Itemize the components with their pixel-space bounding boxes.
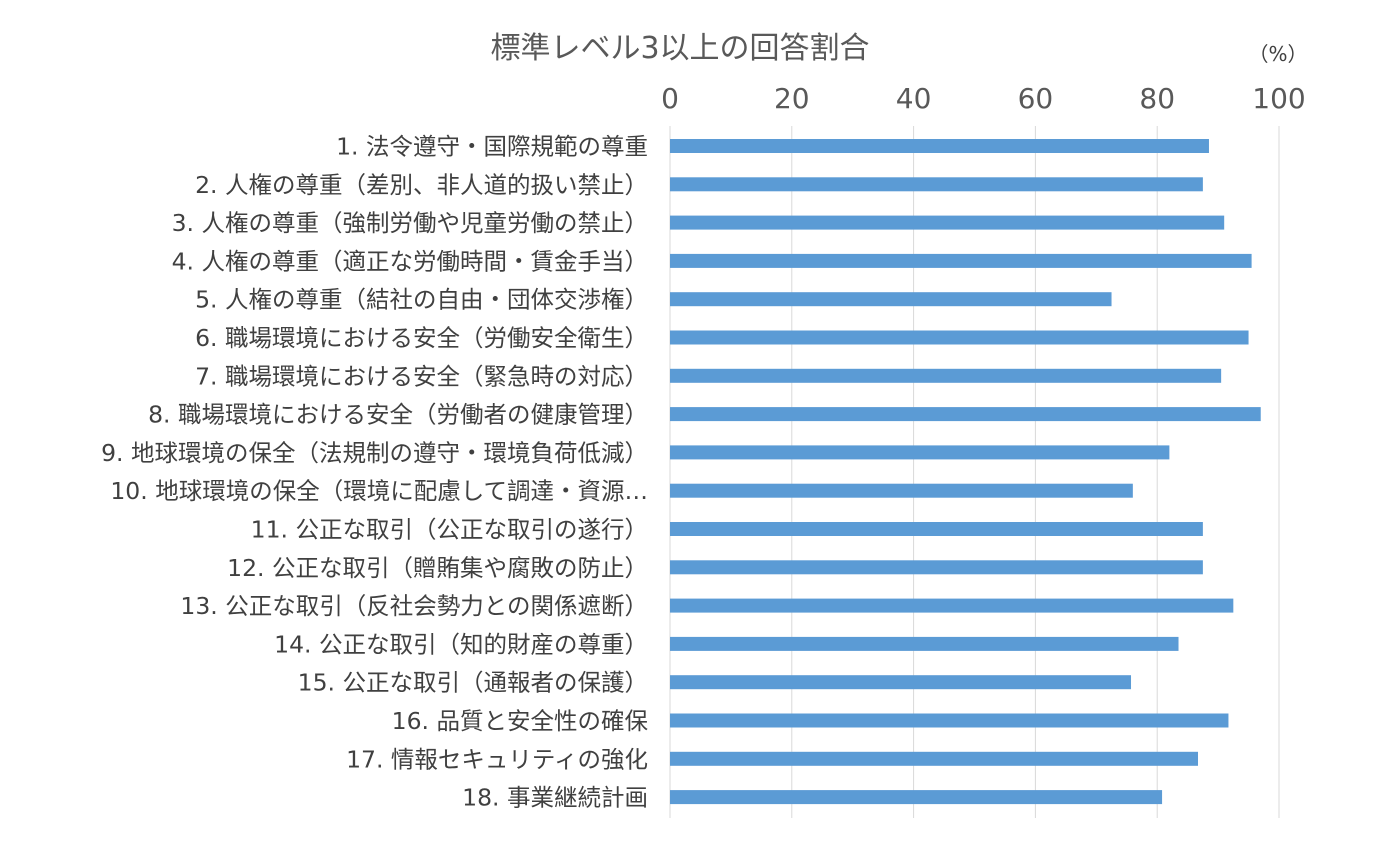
bar xyxy=(670,139,1209,153)
category-label: 6. 職場環境における安全（労働安全衛生） xyxy=(195,324,648,352)
category-label: 12. 公正な取引（贈賄集や腐敗の防止） xyxy=(227,554,648,582)
bar xyxy=(670,636,1179,651)
category-label: 7. 職場環境における安全（緊急時の対応） xyxy=(195,362,648,390)
bar xyxy=(670,713,1229,728)
bar xyxy=(670,675,1132,690)
gridlines xyxy=(669,126,1280,818)
category-label: 1. 法令遵守・国際規範の尊重 xyxy=(336,133,648,161)
bar xyxy=(670,790,1163,805)
category-label: 5. 人権の尊重（結社の自由・団体交渉権） xyxy=(195,286,648,314)
bar xyxy=(670,368,1222,383)
bar xyxy=(670,407,1261,422)
bars xyxy=(670,139,1261,805)
category-label: 17. 情報セキュリティの強化 xyxy=(346,745,648,773)
category-label: 4. 人権の尊重（適正な労働時間・賃金手当） xyxy=(172,247,648,275)
bar xyxy=(670,751,1199,766)
category-label: 9. 地球環境の保全（法規制の遵守・環境負荷低減） xyxy=(101,439,648,467)
category-label: 18. 事業継続計画 xyxy=(462,784,648,812)
unit-label: （%） xyxy=(1248,42,1307,66)
category-label: 13. 公正な取引（反社会勢力との関係遮断） xyxy=(180,592,648,620)
category-label: 2. 人権の尊重（差別、非人道的扱い禁止） xyxy=(195,171,648,199)
bar xyxy=(670,177,1203,192)
x-axis-ticks: 0 20 40 60 80 100 xyxy=(661,82,1306,115)
bar xyxy=(670,253,1252,268)
bar xyxy=(670,215,1225,230)
bar xyxy=(670,483,1133,498)
bar xyxy=(670,445,1170,460)
x-tick-label: 80 xyxy=(1139,82,1175,115)
category-label: 8. 職場環境における安全（労働者の健康管理） xyxy=(148,401,648,429)
x-tick-label: 100 xyxy=(1252,82,1305,115)
category-label: 10. 地球環境の保全（環境に配慮して調達・資源… xyxy=(110,477,648,505)
chart-title: 標準レベル3以上の回答割合 xyxy=(490,31,869,66)
bar xyxy=(670,330,1249,345)
category-label: 15. 公正な取引（通報者の保護） xyxy=(298,669,648,697)
category-label: 16. 品質と安全性の確保 xyxy=(392,707,649,735)
bar xyxy=(670,292,1112,307)
category-labels: 1. 法令遵守・国際規範の尊重 2. 人権の尊重（差別、非人道的扱い禁止） 3. 人… xyxy=(101,133,648,812)
bar xyxy=(670,522,1203,536)
category-label: 3. 人権の尊重（強制労働や児童労働の禁止） xyxy=(172,209,648,237)
category-label: 14. 公正な取引（知的財産の尊重） xyxy=(274,630,648,658)
x-tick-label: 40 xyxy=(896,82,932,115)
category-label: 11. 公正な取引（公正な取引の遂行） xyxy=(251,516,648,544)
bar xyxy=(670,598,1234,613)
x-tick-label: 20 xyxy=(774,82,810,115)
x-tick-label: 60 xyxy=(1018,82,1054,115)
bar xyxy=(670,560,1203,575)
x-tick-label: 0 xyxy=(661,82,679,115)
